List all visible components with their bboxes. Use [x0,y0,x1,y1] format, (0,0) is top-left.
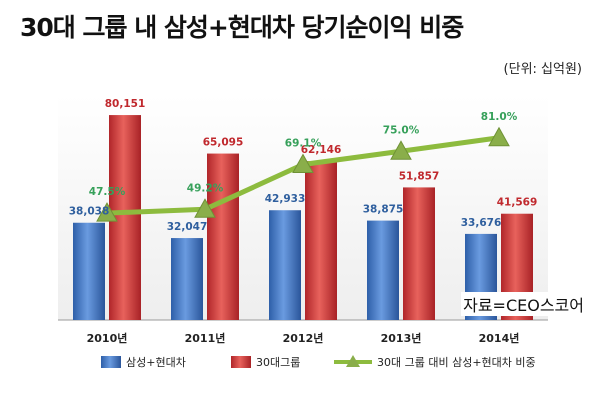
unit-note: (단위: 십억원) [503,62,582,77]
legend-label-samsung-hyundai: 삼성+현대차 [126,356,186,369]
line-point-5 [488,126,510,147]
x-tick-3: 2012년 [283,331,324,345]
bar-label-2-top30: 65,095 [203,137,244,149]
line-label-4: 75.0% [383,124,420,136]
line-label-5: 81.0% [481,111,518,123]
bar-4-top30 [403,187,435,320]
line-label-1: 47.5% [89,186,126,198]
bar-label-4-samsung-hyundai: 38,875 [363,204,404,216]
source-note: 자료=CEO스코어 [461,292,586,316]
legend-label-top30: 30대그룹 [256,356,300,369]
x-tick-5: 2014년 [479,331,520,345]
bar-2-top30 [207,153,239,320]
legend-marker-share [346,355,360,367]
bar-3-top30 [305,161,337,320]
line-point-3 [292,153,314,174]
bar-label-3-top30: 62,146 [301,144,342,156]
line-point-1 [96,202,118,222]
bar-1-samsung-hyundai [73,222,105,320]
bar-label-3-samsung-hyundai: 42,933 [265,193,306,205]
bar-label-5-top30: 41,569 [497,197,538,209]
line-point-4 [390,140,412,160]
bar-label-4-top30: 51,857 [399,170,440,182]
line-label-3: 69.1% [285,138,322,150]
x-tick-4: 2013년 [381,331,422,345]
bar-label-2-samsung-hyundai: 32,047 [167,221,208,233]
bar-label-1-samsung-hyundai: 38,038 [69,206,110,218]
bar-label-5-samsung-hyundai: 33,676 [461,217,502,229]
x-tick-2: 2011년 [185,331,226,345]
line-label-2: 49.2% [187,182,224,194]
legend-swatch-top30 [231,356,251,368]
legend-swatch-samsung-hyundai [101,356,121,368]
chart-title: 30대 그룹 내 삼성+현대차 당기순이익 비중 [20,13,464,42]
x-tick-1: 2010년 [87,331,128,345]
bar-2-samsung-hyundai [171,238,203,320]
legend-label-share: 30대 그룹 대비 삼성+현대차 비중 [377,356,536,369]
bar-label-1-top30: 80,151 [105,98,146,110]
bar-4-samsung-hyundai [367,220,399,320]
bar-3-samsung-hyundai [269,210,301,320]
line-point-2 [194,198,216,218]
